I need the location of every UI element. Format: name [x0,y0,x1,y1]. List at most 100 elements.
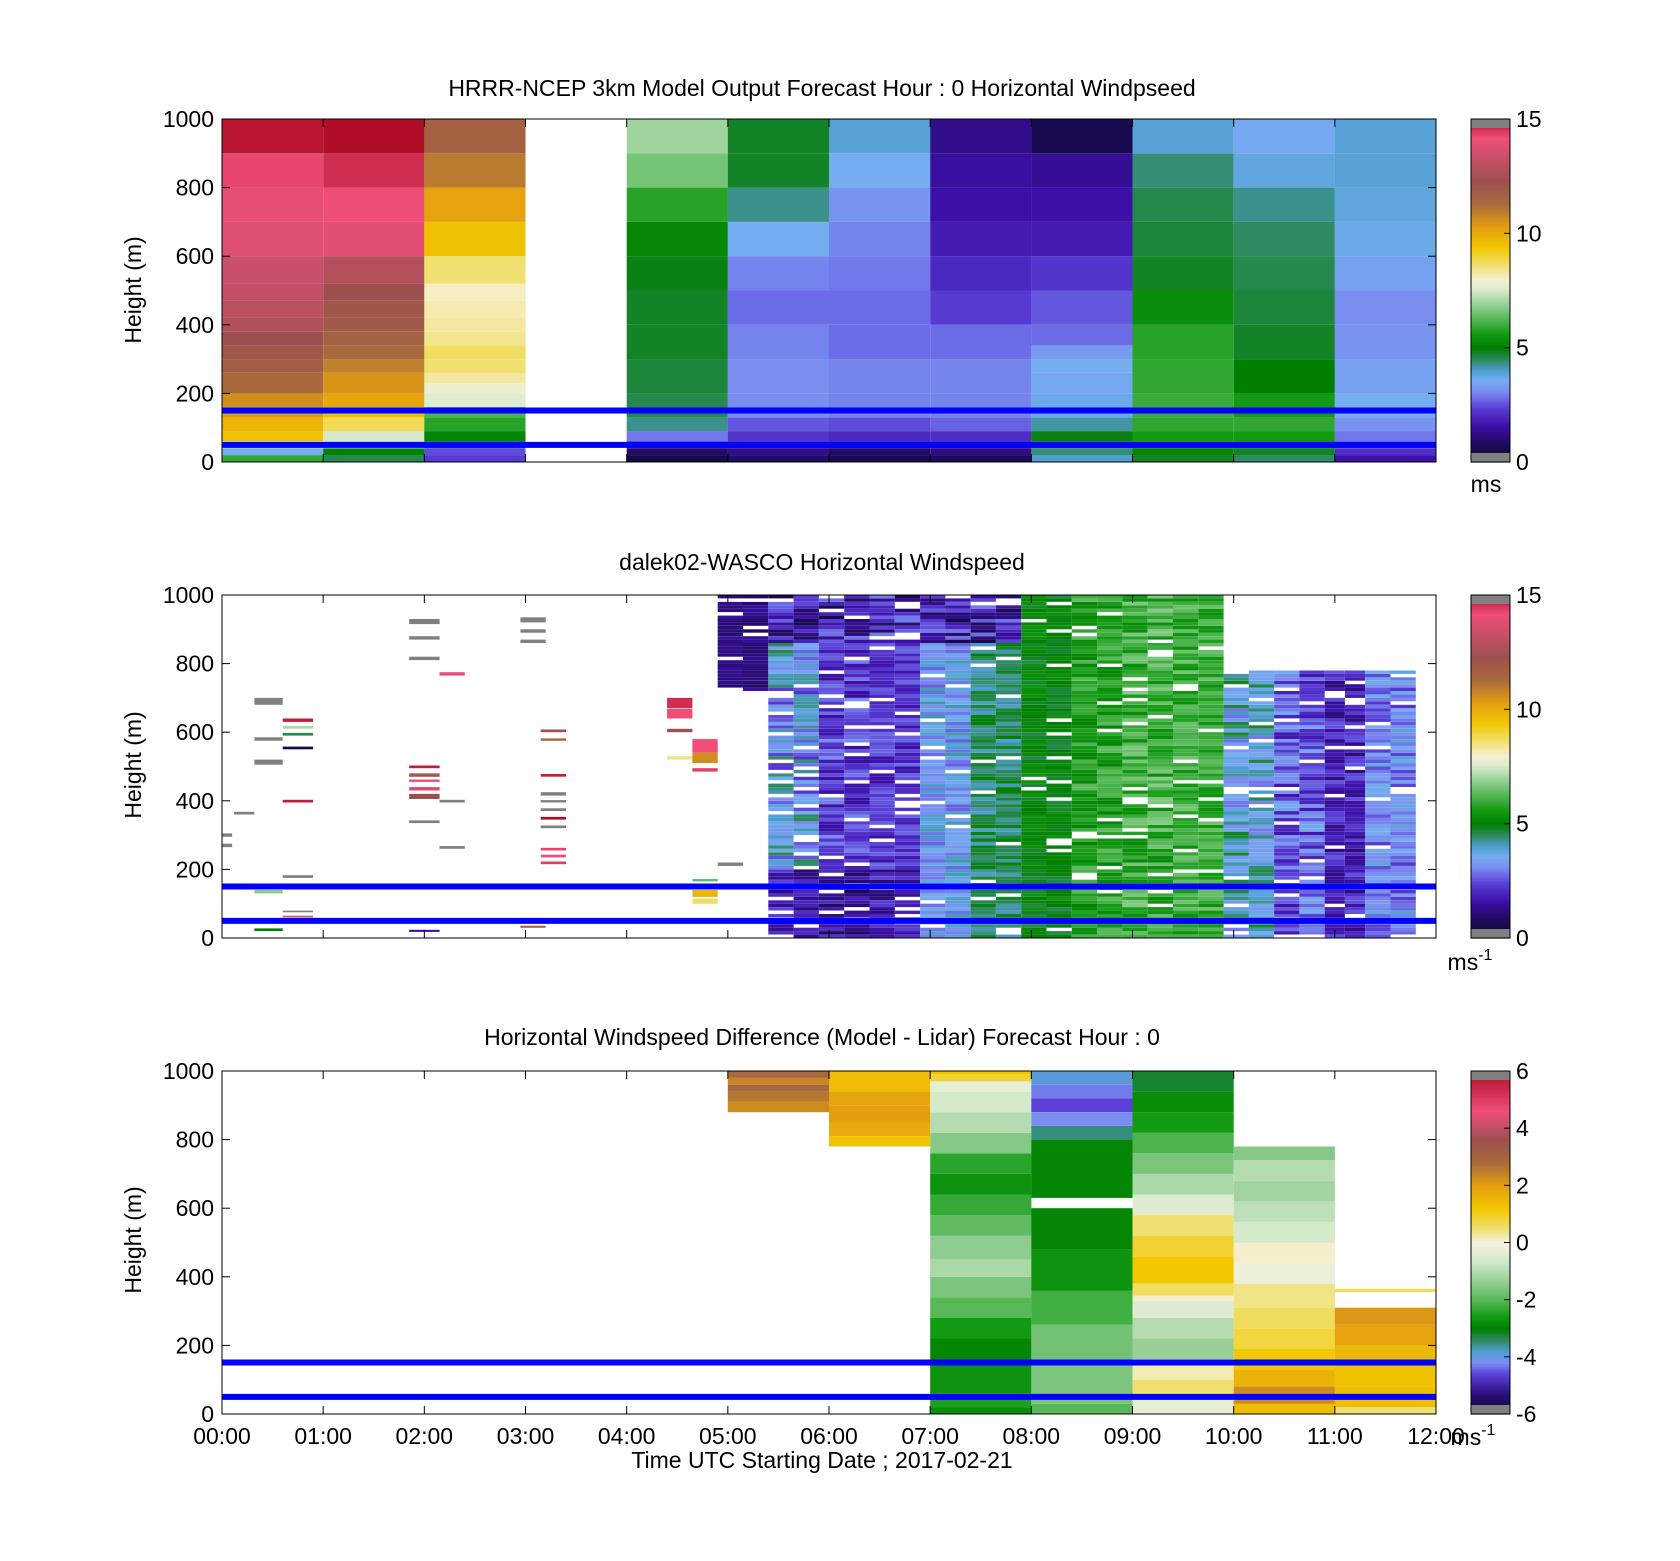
heatmap-cell [1122,643,1148,647]
colorbar-segment [1471,1256,1510,1260]
heatmap-cell [970,910,996,914]
heatmap-cell [894,859,921,863]
heatmap-cell [970,924,996,928]
heatmap-cell [1147,776,1173,781]
heatmap-cell [1299,896,1325,901]
y-tick-label: 1000 [163,1058,214,1084]
heatmap-cell [768,797,794,801]
heatmap-cell [1046,872,1072,877]
heatmap-cell [793,890,819,894]
colorbar-segment [1471,1315,1510,1319]
heatmap-cell [540,729,566,733]
colorbar-segment [1471,180,1510,184]
heatmap-cell [995,783,1022,787]
heatmap-cell [869,670,895,674]
colorbar-tick-label: 10 [1516,696,1542,722]
heatmap-cell [1173,732,1199,736]
heatmap-cell [1198,694,1224,698]
heatmap-cell [1299,691,1325,695]
heatmap-cell [1097,742,1123,746]
colorbar-segment [1471,844,1510,848]
heatmap-cell [1345,804,1366,808]
heatmap-cell [1097,852,1123,856]
heatmap-cell [1198,735,1224,739]
heatmap-cell [930,221,1032,257]
heatmap-cell [1071,615,1098,619]
colorbar-segment [1471,1320,1510,1324]
heatmap-cell [1233,256,1335,291]
colorbar-segment [1471,633,1510,637]
heatmap-cell [1248,708,1275,712]
heatmap-cell [869,735,895,739]
heatmap-cell [869,680,895,685]
heatmap-cell [793,605,819,609]
heatmap-cell [844,684,870,688]
heatmap-cell [1147,862,1173,866]
heatmap-cell [970,745,996,750]
heatmap-cell [1097,601,1123,606]
heatmap-cell [920,619,946,623]
heatmap-cell [540,816,566,820]
heatmap-cell [945,732,971,736]
heatmap-cell [1031,372,1133,394]
colorbar-segment [1471,1157,1510,1161]
heatmap-cell [1274,804,1300,808]
heatmap-cell [1173,763,1199,767]
heatmap-cell [818,831,845,836]
heatmap-cell [920,907,946,911]
heatmap-cell [1390,749,1416,753]
colorbar-segment [1471,338,1510,342]
heatmap-cell [970,697,996,702]
heatmap-cell [768,903,794,908]
colorbar-frame [1470,594,1511,939]
heatmap-cell [869,859,895,863]
heatmap-cell [829,448,931,456]
colorbar-segment [1471,340,1510,344]
heatmap-cell [920,660,946,664]
colorbar-segment [1471,290,1510,294]
heatmap-cell [1324,869,1345,873]
heatmap-cell [1122,759,1148,763]
heatmap-cell [1198,896,1224,901]
colorbar-segment [1471,1217,1510,1221]
heatmap-cell [1248,670,1275,674]
heatmap-cell [1173,660,1199,664]
heatmap-cell [818,711,845,715]
heatmap-cell [768,931,794,935]
heatmap-cell [869,701,895,705]
colorbar-segment [1471,1352,1510,1356]
heatmap-cell [945,739,971,743]
colorbar-segment [1471,1304,1510,1308]
heatmap-cell [727,1077,829,1085]
colorbar-segment [1471,295,1510,298]
colorbar-segment [1471,910,1510,914]
heatmap-cell [1324,804,1345,808]
heatmap-cell [1223,835,1249,839]
heatmap-cell [1345,893,1366,897]
heatmap-cell [1097,691,1123,695]
heatmap-cell [727,1091,829,1102]
heatmap-cell [1223,739,1249,743]
heatmap-cell [1365,725,1391,729]
heatmap-cell [1390,890,1416,894]
heatmap-cell [920,893,946,897]
heatmap-cell [1345,773,1366,777]
heatmap-cell [970,756,996,760]
colorbar-segment [1471,279,1510,282]
heatmap-cell [1122,900,1148,904]
heatmap-cell [1223,890,1249,894]
colorbar-segment [1471,1167,1510,1170]
heatmap-cell [869,787,895,791]
heatmap-cell [1365,783,1391,787]
heatmap-cell [1248,835,1275,839]
heatmap-cell [818,907,845,911]
heatmap-cell [1173,725,1199,729]
heatmap-cell [920,612,946,616]
heatmap-cell [970,643,996,647]
heatmap-cell [995,835,1022,839]
heatmap-cell [1274,742,1300,746]
heatmap-cell [793,756,819,760]
heatmap-cell [1122,845,1148,849]
heatmap-cell [1173,601,1199,606]
heatmap-cell [894,814,921,818]
